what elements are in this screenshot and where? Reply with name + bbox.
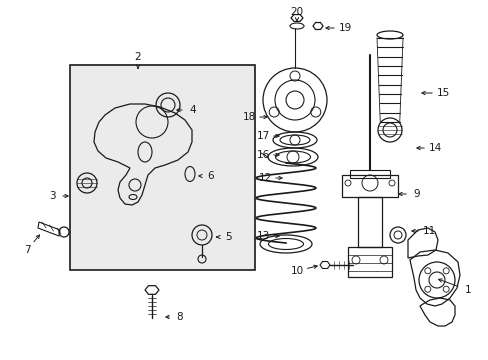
- Text: 9: 9: [413, 189, 420, 199]
- Text: 17: 17: [256, 131, 269, 141]
- Text: 8: 8: [176, 312, 183, 322]
- Text: 19: 19: [338, 23, 351, 33]
- Text: 20: 20: [290, 7, 303, 17]
- Text: 7: 7: [23, 245, 30, 255]
- Bar: [349, 170, 389, 178]
- Text: 16: 16: [256, 150, 269, 160]
- Text: 3: 3: [49, 191, 55, 201]
- Text: 5: 5: [224, 232, 231, 242]
- Text: 11: 11: [422, 226, 435, 236]
- Text: 10: 10: [290, 266, 303, 276]
- Text: 4: 4: [189, 105, 196, 115]
- Bar: [357, 197, 381, 247]
- Text: 12: 12: [258, 173, 271, 183]
- Text: 1: 1: [464, 285, 470, 295]
- Text: 15: 15: [435, 88, 448, 98]
- Text: 6: 6: [207, 171, 214, 181]
- Text: 18: 18: [242, 112, 255, 122]
- Bar: [347, 247, 391, 277]
- Text: 14: 14: [427, 143, 441, 153]
- Bar: [341, 175, 397, 197]
- Text: 2: 2: [134, 52, 141, 62]
- Bar: [70, 65, 254, 270]
- Text: 13: 13: [256, 231, 269, 241]
